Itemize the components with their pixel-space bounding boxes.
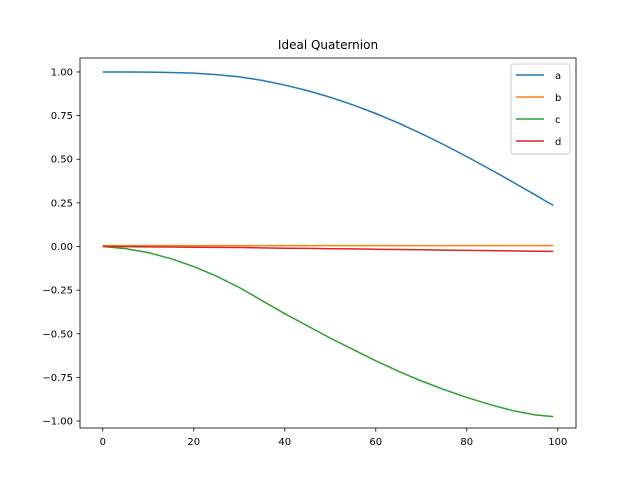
x-tick-label: 0 (100, 437, 106, 448)
y-tick-label: 1.00 (51, 67, 73, 78)
series-line-a (102, 71, 554, 207)
y-tick-label: 0.75 (51, 111, 73, 122)
series-line-d (102, 245, 554, 253)
x-tick-label: 60 (369, 437, 382, 448)
y-tick-label: −0.25 (42, 286, 73, 297)
x-tick-label: 80 (460, 437, 473, 448)
y-tick-label: 0.25 (51, 198, 73, 209)
plot-area (80, 58, 576, 428)
series-line-c (102, 245, 554, 418)
x-tick-label: 100 (548, 437, 567, 448)
y-tick-label: −1.00 (42, 417, 73, 428)
y-tick-label: 0.50 (51, 155, 73, 166)
legend-label-a: a (555, 71, 561, 82)
chart-title: Ideal Quaternion (278, 38, 378, 52)
plot-frame (79, 57, 577, 429)
y-axis: 1.00 0.75 0.50 0.25 0.00 −0.25 −0.50 −0.75 −1.00 (42, 67, 80, 428)
y-tick-label: −0.75 (42, 373, 73, 384)
legend-label-c: c (555, 115, 561, 126)
y-tick-label: −0.50 (42, 329, 73, 340)
legend-label-d: d (555, 137, 561, 148)
x-tick-label: 40 (278, 437, 291, 448)
legend-label-b: b (555, 93, 561, 104)
series-layer (102, 71, 554, 418)
x-tick-label: 20 (187, 437, 200, 448)
legend-box (510, 63, 571, 155)
x-axis: 0 20 40 60 80 100 (100, 428, 567, 448)
y-tick-label: 0.00 (51, 242, 73, 253)
